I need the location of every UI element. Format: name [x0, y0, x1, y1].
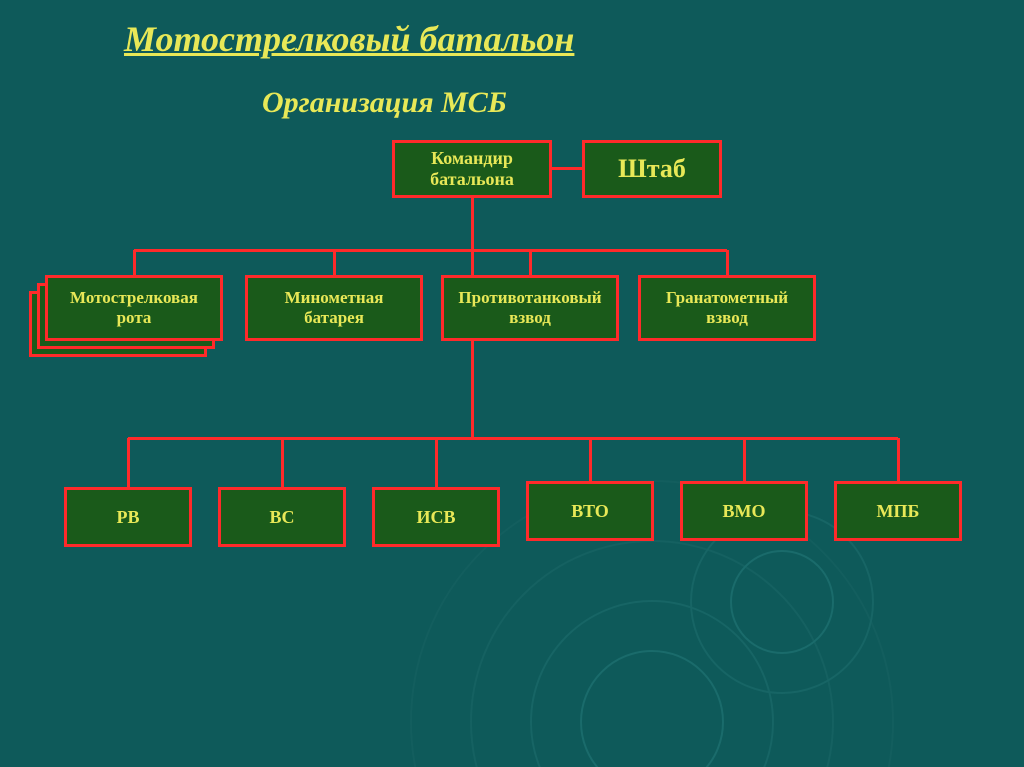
- node-vto: ВТО: [526, 481, 654, 541]
- node-mortar-battery: Минометная батарея: [245, 275, 423, 341]
- node-hq: Штаб: [582, 140, 722, 198]
- node-isv: ИСВ: [372, 487, 500, 547]
- connector-to_vto: [589, 438, 592, 481]
- node-vs: ВС: [218, 487, 346, 547]
- connector-row1_bus: [134, 249, 727, 252]
- connector-to_vs: [281, 438, 284, 487]
- connector-to_isv: [435, 438, 438, 487]
- connector-to_grenade: [726, 250, 729, 275]
- node-mpb: МПБ: [834, 481, 962, 541]
- node-rv: РВ: [64, 487, 192, 547]
- connector-to_vmo: [743, 438, 746, 481]
- page-title: Мотострелковый батальон: [124, 18, 574, 60]
- connector-row2_bus: [128, 437, 898, 440]
- connector-to_rv: [127, 438, 130, 487]
- org-chart: Мотострелковый батальон Организация МСБ …: [0, 0, 1024, 767]
- page-subtitle: Организация МСБ: [262, 86, 507, 120]
- connector-to_mpb: [897, 438, 900, 481]
- node-commander: Командир батальона: [392, 140, 552, 198]
- connector-to_company: [133, 250, 136, 275]
- node-rifle-company: Мотострелковая рота: [45, 275, 223, 341]
- node-grenade-platoon: Гранатометный взвод: [638, 275, 816, 341]
- connector-to_antitank: [529, 250, 532, 275]
- node-vmo: ВМО: [680, 481, 808, 541]
- node-antitank-platoon: Противотанковый взвод: [441, 275, 619, 341]
- connector-cmd_to_hq: [552, 167, 582, 170]
- connector-cmd_downB: [471, 388, 474, 438]
- connector-to_mortar: [333, 250, 336, 275]
